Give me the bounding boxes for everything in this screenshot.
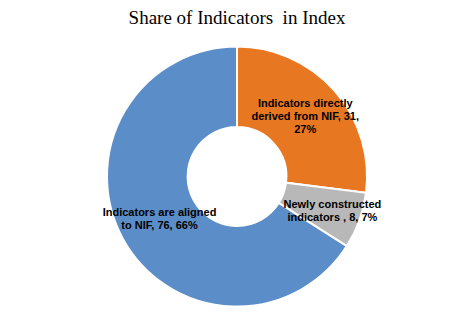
slice-label-line: Indicators are aligned — [103, 206, 217, 218]
slice-label-line: Newly constructed — [283, 198, 381, 210]
slice — [237, 47, 367, 193]
slice-label-line: to NIF, 76, 66% — [121, 219, 198, 231]
slice — [107, 47, 347, 307]
slice-labels: Indicators directlyderived from NIF, 31,… — [103, 97, 382, 231]
slices — [107, 47, 367, 307]
chart-svg: Share of Indicators in Index Indicators d… — [0, 0, 474, 315]
slice-label-line: 27% — [294, 123, 316, 135]
slice-label: Indicators directlyderived from NIF, 31,… — [251, 97, 359, 135]
slice-label-line: Indicators directly — [258, 97, 354, 109]
slice-label: Newly constructedindicators , 8, 7% — [283, 198, 381, 223]
slice-label: Indicators are alignedto NIF, 76, 66% — [103, 206, 217, 231]
slice-label-line: derived from NIF, 31, — [251, 110, 359, 122]
slice-label-line: indicators , 8, 7% — [287, 211, 377, 223]
chart-title: Share of Indicators in Index — [129, 7, 346, 28]
